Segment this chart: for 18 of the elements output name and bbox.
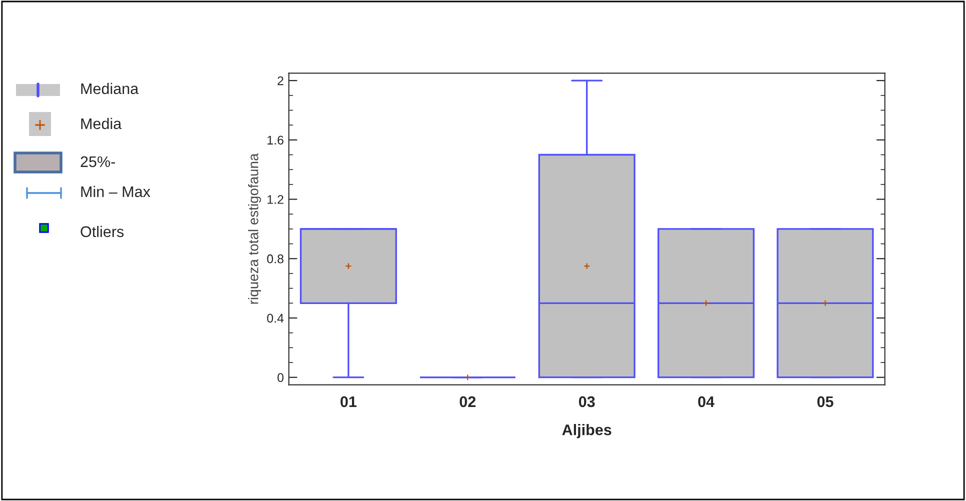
x-tick-label: 03 [578, 396, 595, 408]
text: Media [81, 118, 122, 130]
x-tick-label: 05 [817, 396, 834, 408]
text: Min – Max [81, 186, 150, 198]
text: Mediana [81, 82, 139, 94]
y-axis-title: riqueza total estigofauna [248, 153, 262, 304]
y-tick-label: 1.2 [268, 195, 284, 204]
y-tick-label: 0.4 [267, 314, 284, 323]
y-tick-label: 2 [278, 76, 284, 86]
text: Otliers [80, 226, 124, 238]
y-tick-label: 0 [278, 373, 284, 382]
text: 25%- [80, 156, 115, 168]
x-tick-label: 01 [340, 396, 357, 408]
x-tick-label: 02 [460, 396, 476, 408]
y-tick-label: 1.6 [268, 136, 284, 145]
y-tick-label: 0.8 [267, 254, 284, 264]
x-axis-title: Aljibes [562, 424, 612, 438]
x-tick-label: 04 [698, 396, 714, 408]
